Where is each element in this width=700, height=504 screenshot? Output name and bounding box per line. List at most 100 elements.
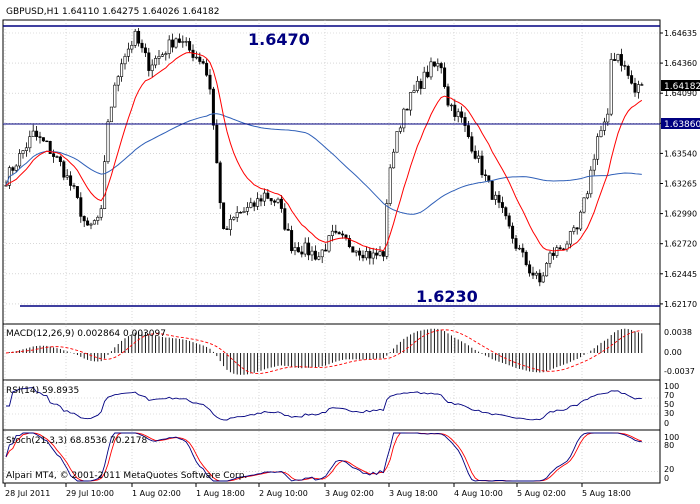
candle-body xyxy=(609,59,613,115)
candle-body xyxy=(392,151,396,169)
candle xyxy=(103,155,107,210)
candle xyxy=(619,48,623,72)
candle xyxy=(201,58,205,65)
rsi-axis-label: 100 xyxy=(664,382,679,391)
rsi-axis-label: 30 xyxy=(664,409,674,418)
stoch-axis-label: 0 xyxy=(664,474,669,483)
candle xyxy=(477,150,481,163)
stoch-main-line xyxy=(5,432,642,482)
candle xyxy=(317,251,321,261)
candle xyxy=(613,52,617,61)
candle xyxy=(347,235,351,249)
candle xyxy=(130,40,134,53)
candle-body xyxy=(130,45,134,50)
candle xyxy=(633,77,637,97)
candle xyxy=(585,190,589,200)
candle-body xyxy=(18,153,22,167)
candles xyxy=(4,27,644,287)
candle-body xyxy=(480,155,484,176)
candle xyxy=(116,75,120,92)
candle-body xyxy=(483,174,487,176)
price-axis-label: 1.62720 xyxy=(664,240,697,249)
candle xyxy=(225,226,229,230)
candle-body xyxy=(123,56,127,65)
candle-body xyxy=(436,63,440,67)
candle-body xyxy=(65,175,69,178)
candle-body xyxy=(402,108,406,129)
time-axis-label: 5 Aug 02:00 xyxy=(517,489,566,498)
candle xyxy=(443,62,447,89)
candle xyxy=(517,244,521,251)
candle-body xyxy=(463,117,467,126)
candle xyxy=(72,182,76,190)
candle xyxy=(419,78,423,95)
rsi-header: RSI(14) 59.8935 xyxy=(6,386,79,396)
rsi-axis-label: 70 xyxy=(664,391,674,400)
candle xyxy=(504,206,508,220)
candle-body xyxy=(575,227,579,230)
candle xyxy=(490,179,494,200)
stochastic-panel xyxy=(3,432,660,482)
candle xyxy=(65,169,69,180)
candle xyxy=(160,52,164,57)
candle-body xyxy=(24,147,28,151)
candle xyxy=(92,219,96,225)
candle xyxy=(123,53,127,70)
candle-body xyxy=(517,247,521,250)
candle-body xyxy=(596,136,600,160)
candle-body xyxy=(626,65,630,76)
candle xyxy=(96,215,100,225)
candle xyxy=(137,27,141,47)
candle-body xyxy=(490,180,494,200)
candle-body xyxy=(150,64,154,71)
candle xyxy=(460,106,464,123)
candle-body xyxy=(103,161,107,209)
candle xyxy=(79,192,83,223)
candle xyxy=(215,119,219,164)
candle xyxy=(494,191,498,205)
stoch-axis-label: 20 xyxy=(664,465,674,474)
candle-body xyxy=(558,247,562,250)
candle-body xyxy=(320,249,324,258)
candle-body xyxy=(120,63,124,77)
candle-body xyxy=(99,208,103,218)
candle-body xyxy=(273,200,277,203)
candle-body xyxy=(439,63,443,69)
candle xyxy=(405,108,409,111)
candle xyxy=(354,250,358,257)
candle xyxy=(147,47,151,77)
candle-body xyxy=(371,252,375,259)
candle-body xyxy=(541,275,545,283)
candle xyxy=(38,131,42,144)
candle-body xyxy=(579,211,583,230)
candle xyxy=(626,64,630,80)
stoch-axis-label: 80 xyxy=(664,441,674,450)
candle xyxy=(11,166,15,176)
candle-body xyxy=(55,156,59,158)
candle-body xyxy=(636,84,640,93)
candle-body xyxy=(398,127,402,132)
candle xyxy=(181,35,185,48)
candle xyxy=(120,58,124,82)
candle-body xyxy=(381,251,385,257)
candle xyxy=(531,266,535,279)
candle xyxy=(551,247,555,260)
candle xyxy=(361,250,365,262)
candle-body xyxy=(446,86,450,106)
candle-body xyxy=(473,150,477,159)
candle xyxy=(82,215,86,228)
candle xyxy=(239,211,243,214)
candle-body xyxy=(208,74,212,90)
stoch-axis-label: 100 xyxy=(664,433,679,442)
candle xyxy=(606,108,610,126)
candle xyxy=(446,83,450,108)
candle-body xyxy=(623,65,627,67)
candle xyxy=(589,166,593,198)
candle-body xyxy=(507,215,511,227)
candle-body xyxy=(249,202,253,208)
candle xyxy=(528,260,532,277)
candle xyxy=(623,60,627,70)
main-header: GBPUSD,H1 1.64110 1.64275 1.64026 1.6418… xyxy=(6,7,219,17)
